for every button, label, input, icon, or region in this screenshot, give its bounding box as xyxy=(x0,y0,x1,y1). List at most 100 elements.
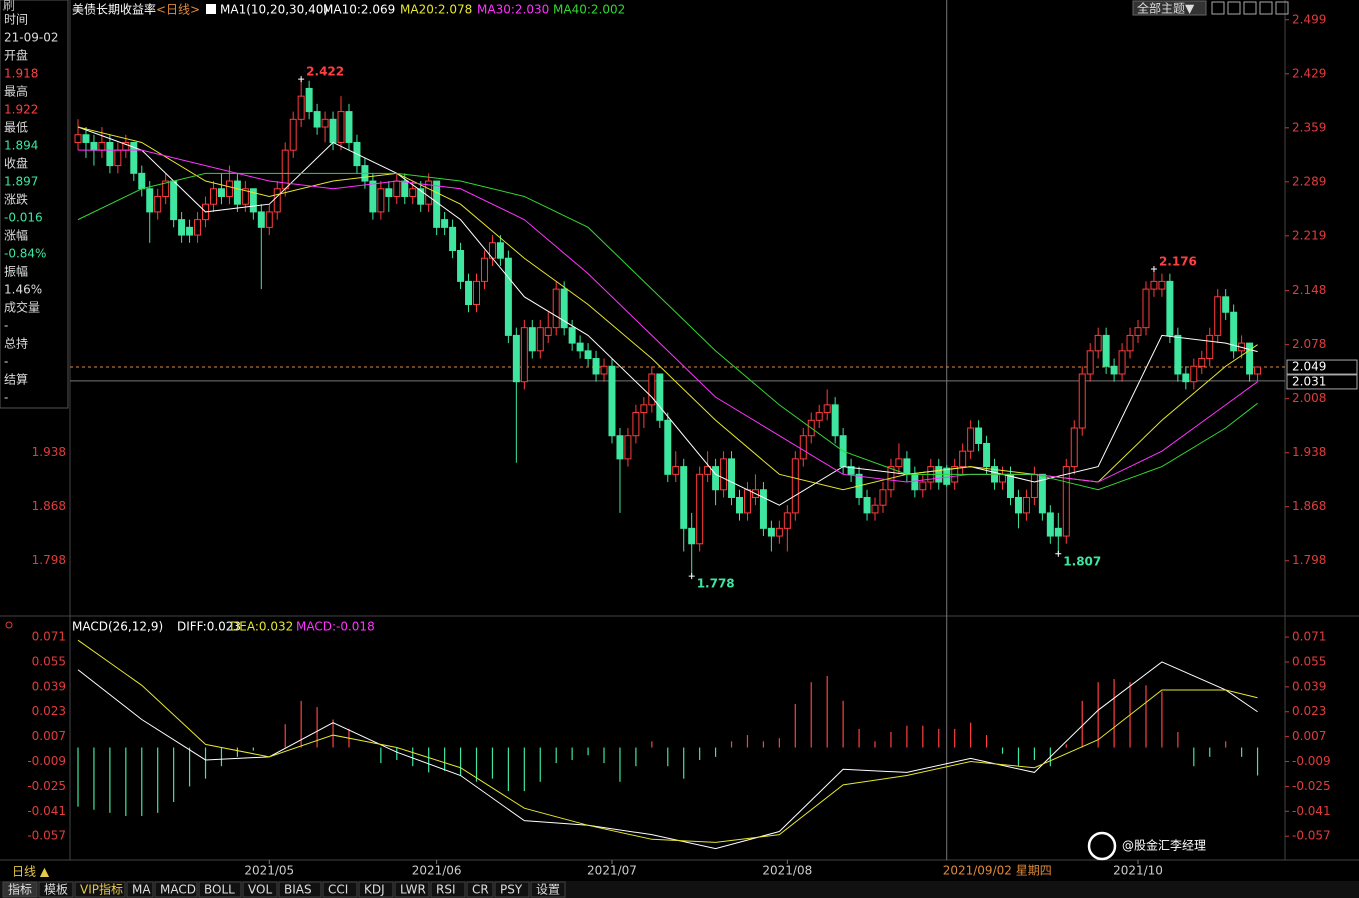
candle-body xyxy=(369,180,377,213)
toolbar-icon[interactable] xyxy=(1275,1,1289,15)
candle-body xyxy=(847,466,855,475)
period-label: <日线> xyxy=(156,3,200,17)
candle-body xyxy=(736,496,744,514)
tab-label[interactable]: VOL xyxy=(248,883,272,897)
y-tick-label: 2.289 xyxy=(1292,174,1326,188)
y-tick-label: 0.007 xyxy=(1292,729,1326,743)
info-value: -0.84% xyxy=(4,247,46,261)
info-label: 涨跌 xyxy=(4,192,28,207)
candle-body xyxy=(401,180,409,197)
candle-body xyxy=(999,473,1007,483)
candle-body xyxy=(1054,527,1062,537)
tab[interactable] xyxy=(74,881,126,898)
tab[interactable] xyxy=(494,881,530,898)
candle-body xyxy=(1254,366,1262,375)
tab-label[interactable]: LWR xyxy=(400,883,426,897)
y-tick-label: 1.938 xyxy=(1292,445,1326,459)
tab[interactable] xyxy=(430,881,466,898)
candle-body xyxy=(560,288,568,329)
candle-body xyxy=(831,404,839,437)
y-tick-label-left: 0.071 xyxy=(32,630,66,644)
tab[interactable] xyxy=(38,881,74,898)
tab-label[interactable]: MA xyxy=(132,883,151,897)
macd-line xyxy=(77,639,1258,843)
tab-label[interactable]: CCI xyxy=(328,883,348,897)
candle-body xyxy=(465,280,473,306)
tab-label[interactable]: 指标 xyxy=(8,882,32,897)
candle-body xyxy=(959,450,967,468)
candle-body xyxy=(1174,334,1182,375)
toolbar-icon[interactable] xyxy=(1259,1,1273,15)
candle-body xyxy=(1134,327,1142,336)
candle-body xyxy=(1230,311,1238,352)
tab[interactable] xyxy=(126,881,154,898)
candle-body xyxy=(417,188,425,205)
candle-body xyxy=(608,365,616,437)
candle-body xyxy=(1206,334,1214,360)
tab-label[interactable]: 设置 xyxy=(536,883,560,897)
tab[interactable] xyxy=(530,881,566,898)
top-left-icon: 刷 xyxy=(3,0,15,13)
info-label: 涨幅 xyxy=(4,228,28,243)
candle-body xyxy=(632,412,640,437)
candle-body xyxy=(624,435,632,460)
toolbar-icon[interactable] xyxy=(1211,1,1225,15)
candle-body xyxy=(791,458,799,514)
tab-label[interactable]: BIAS xyxy=(284,883,312,897)
indicator-icon[interactable] xyxy=(206,4,216,14)
tab[interactable] xyxy=(154,881,198,898)
candle-body xyxy=(919,481,927,491)
tab[interactable] xyxy=(242,881,278,898)
info-label: 振幅 xyxy=(4,264,28,279)
toolbar-icon[interactable] xyxy=(1243,1,1257,15)
tab[interactable] xyxy=(394,881,430,898)
candle-body xyxy=(1126,334,1134,352)
tab-label[interactable]: RSI xyxy=(436,883,456,897)
legend-entry: MA30:2.030 xyxy=(477,3,549,17)
y-tick-label: -0.057 xyxy=(1292,829,1331,843)
x-tick-label: 2021/10 xyxy=(1113,864,1163,878)
candle-body xyxy=(743,489,751,514)
info-label: 成交量 xyxy=(4,300,40,315)
y-tick-label: 1.798 xyxy=(1292,553,1326,567)
y-tick-label-left: -0.009 xyxy=(27,754,66,768)
tab-label[interactable]: BOLL xyxy=(204,883,235,897)
candle-body xyxy=(911,473,919,491)
candle-body xyxy=(114,149,122,167)
toolbar-icon[interactable] xyxy=(1227,1,1241,15)
candle-body xyxy=(1182,373,1190,383)
legend-entry: MACD:-0.018 xyxy=(296,620,375,634)
candle-body xyxy=(1246,342,1254,375)
tab[interactable] xyxy=(2,881,38,898)
candle-body xyxy=(1062,466,1070,537)
y-tick-label-left: 0.023 xyxy=(32,704,66,718)
tab-label[interactable]: PSY xyxy=(500,883,523,897)
candle-body xyxy=(600,365,608,375)
theme-button[interactable] xyxy=(1132,0,1207,16)
theme-button-label[interactable]: 全部主题▼ xyxy=(1137,1,1195,16)
candle-body xyxy=(106,141,114,167)
tab[interactable] xyxy=(278,881,322,898)
candle-body xyxy=(225,180,233,197)
tab[interactable] xyxy=(322,881,358,898)
tab[interactable] xyxy=(358,881,394,898)
candle-body xyxy=(520,327,528,383)
candle-body xyxy=(241,188,249,205)
tab-label[interactable]: KDJ xyxy=(364,883,385,897)
tab[interactable] xyxy=(466,881,494,898)
crosshair-date-box xyxy=(938,863,1051,878)
y-tick-label: -0.009 xyxy=(1292,754,1331,768)
candle-body xyxy=(265,211,273,228)
tab-label[interactable]: CR xyxy=(472,883,489,897)
candle-body xyxy=(297,95,305,120)
candle-body xyxy=(321,118,329,128)
period-switch[interactable]: 日线 ▲ xyxy=(12,865,50,879)
candle-body xyxy=(1078,373,1086,429)
tab-label[interactable]: MACD xyxy=(160,883,196,897)
x-tick-label: 2021/05 xyxy=(244,864,294,878)
tab-label[interactable]: VIP指标 xyxy=(80,882,123,897)
candle-body xyxy=(1086,350,1094,375)
tab-label[interactable]: 模板 xyxy=(44,883,68,897)
tab[interactable] xyxy=(198,881,242,898)
